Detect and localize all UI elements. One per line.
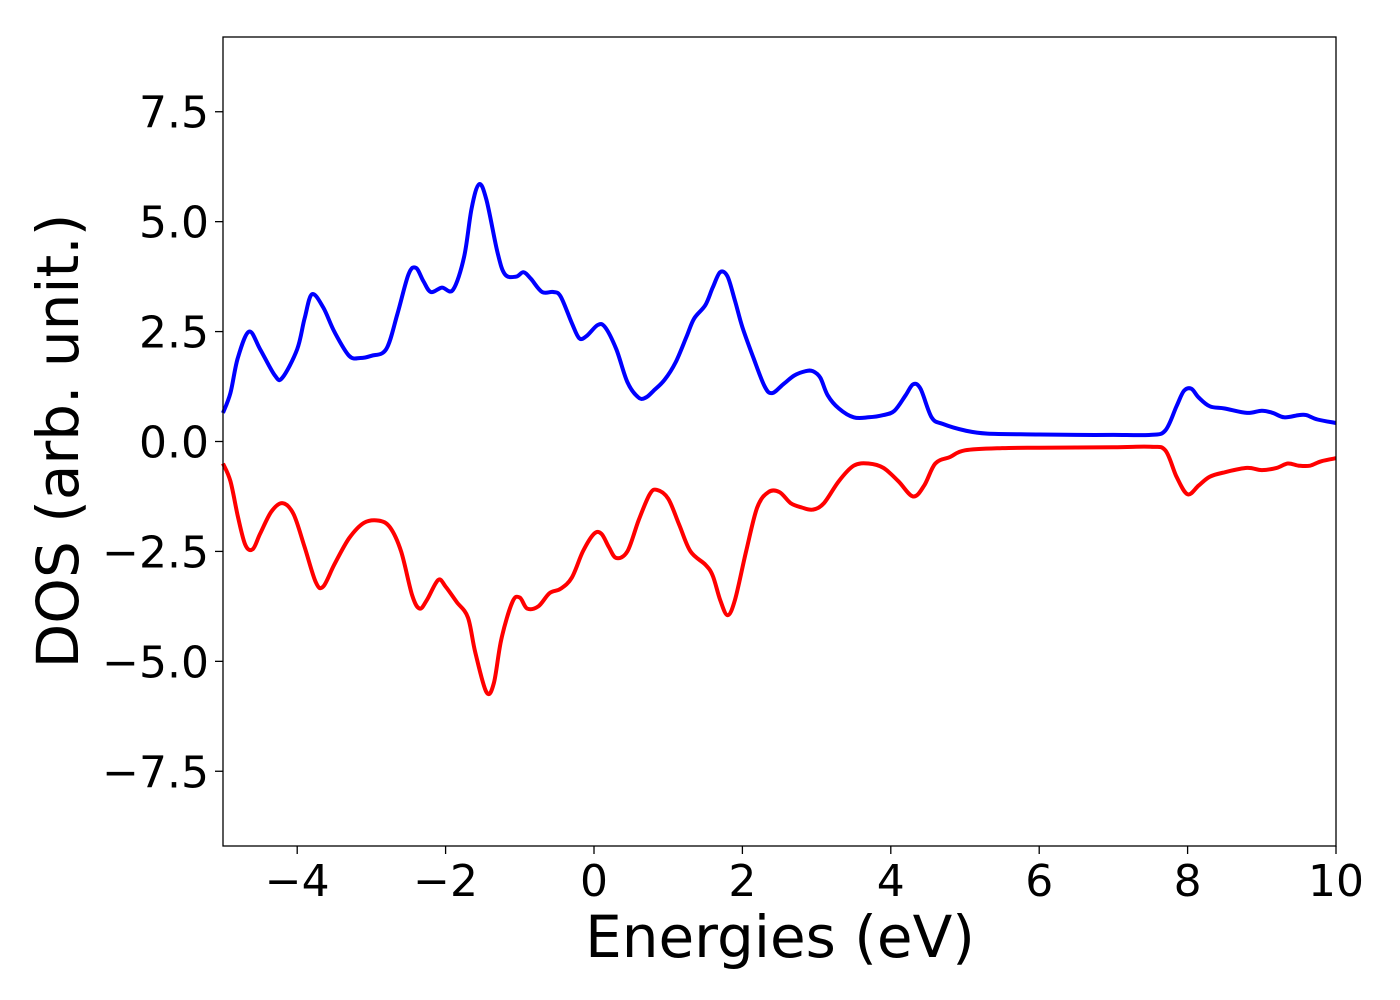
x-axis: −4 −2 0 2 4 6 8 10 bbox=[265, 846, 1364, 907]
x-tick-label: 0 bbox=[580, 856, 608, 907]
x-tick-label: −2 bbox=[413, 856, 478, 907]
y-tick-label: 7.5 bbox=[139, 88, 209, 139]
x-tick-label: 4 bbox=[877, 856, 905, 907]
y-axis-label: DOS (arb. unit.) bbox=[24, 214, 92, 669]
x-axis-label: Energies (eV) bbox=[585, 903, 975, 971]
y-tick-label: 2.5 bbox=[139, 308, 209, 359]
y-tick-label: −2.5 bbox=[102, 527, 209, 578]
plot-area bbox=[221, 182, 1337, 697]
x-tick-label: 6 bbox=[1025, 856, 1053, 907]
series-line-up bbox=[221, 182, 1337, 438]
y-tick-label: −5.0 bbox=[102, 637, 209, 688]
x-tick-label: 2 bbox=[728, 856, 756, 907]
y-tick-label: −7.5 bbox=[102, 747, 209, 798]
x-tick-label: 8 bbox=[1174, 856, 1202, 907]
y-tick-label: 5.0 bbox=[139, 198, 209, 249]
y-tick-label: 0.0 bbox=[139, 418, 209, 469]
x-tick-label: 10 bbox=[1308, 856, 1364, 907]
series-line-down bbox=[221, 444, 1337, 697]
x-tick-label: −4 bbox=[265, 856, 330, 907]
y-axis: −7.5 −5.0 −2.5 0.0 2.5 5.0 7.5 bbox=[102, 88, 223, 798]
plot-frame bbox=[222, 36, 1337, 847]
